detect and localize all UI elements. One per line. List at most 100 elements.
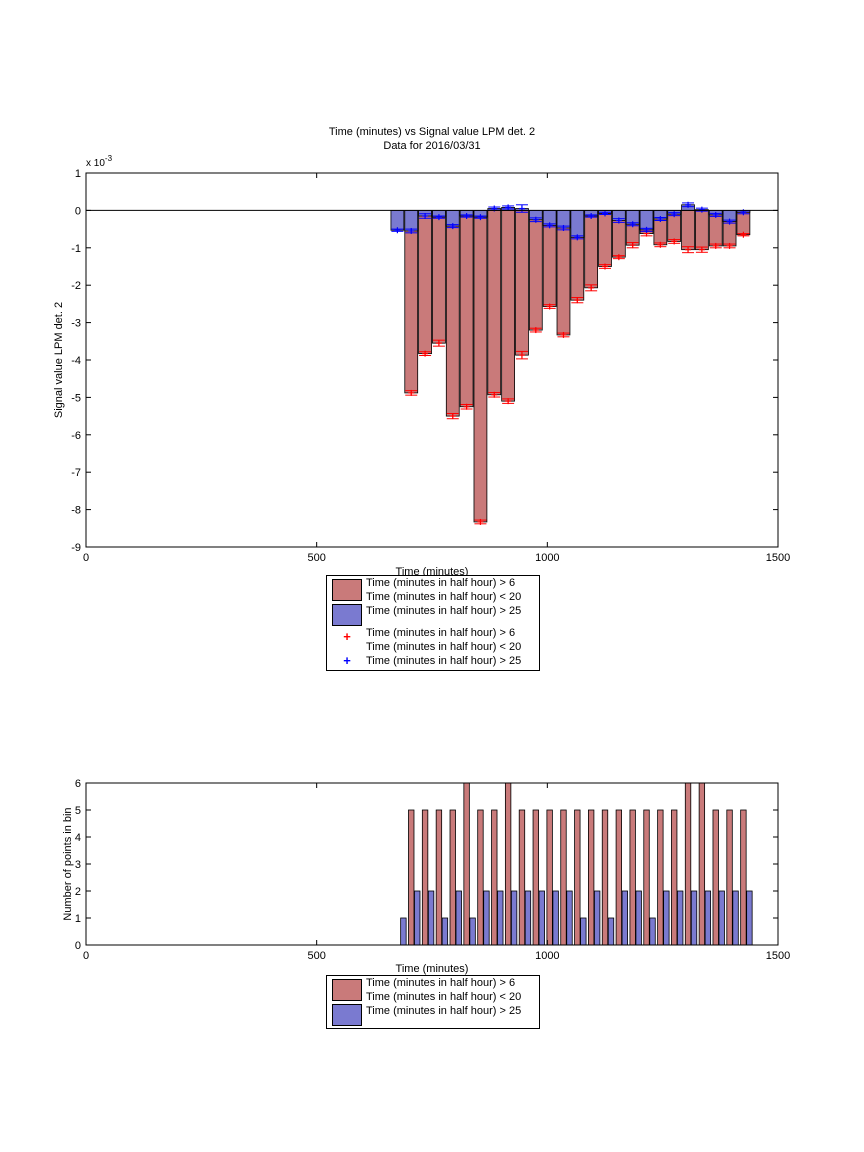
count-bar-red [588,809,595,946]
data-point-marker [408,227,415,234]
data-point-marker [629,242,636,249]
legend-item-red-bar: Time (minutes in half hour) > 6 Time (mi… [327,576,539,604]
data-point-marker [671,238,678,245]
data-point-marker [505,204,512,211]
y-tick-label: 6 [75,778,81,790]
data-point-marker [532,216,539,223]
data-point-marker [463,403,470,410]
bar-red [445,209,460,417]
count-bar-red [421,809,429,946]
count-bar-blue [746,890,753,946]
bar-red [681,209,695,251]
data-point-marker [685,201,692,208]
x-tick-label: 1500 [766,950,790,962]
data-point-marker [435,214,442,221]
data-point-marker [740,231,747,238]
legend-label: Time (minutes in half hour) > 6 [366,627,516,639]
count-bar-blue [649,917,656,946]
data-point-marker [615,217,622,224]
y-tick-label: -1 [71,243,81,255]
count-bar-blue [469,917,476,946]
count-bar-blue [552,890,559,946]
y-tick-label: -8 [71,505,81,517]
chart1-title: Time (minutes) vs Signal value LPM det. … [329,126,535,138]
y-tick-label: -6 [71,430,81,442]
count-bar-red [712,809,719,946]
chart1-legend: Time (minutes in half hour) > 6 Time (mi… [326,575,540,671]
data-point-marker [685,246,692,253]
data-point-marker [463,213,470,220]
y-tick-label: -9 [71,542,81,554]
bar-blue [570,209,585,238]
bar-red [695,209,709,251]
chart1-exponent-label: x 10-3 [86,154,113,169]
x-tick-label: 500 [307,552,325,564]
count-bar-blue [538,890,545,946]
y-tick-label: -2 [71,280,81,292]
count-bar-red [560,809,567,946]
bar-red [473,209,488,523]
count-bar-red [449,809,456,946]
data-point-marker [491,391,498,398]
chart1-bars [390,204,751,523]
count-bar-red [740,809,747,946]
count-bar-red [532,809,539,946]
data-point-marker [588,213,595,220]
bar-red [501,209,515,402]
count-bar-blue [524,890,532,946]
count-bar-blue [580,917,587,946]
y-tick-label: 2 [75,886,81,898]
data-point-marker [505,398,512,405]
bar-red [432,209,446,344]
count-bar-blue [441,917,449,946]
data-point-marker [532,327,539,334]
data-point-marker [615,254,622,261]
count-bar-blue [594,890,601,946]
count-bar-red [477,809,484,946]
data-point-marker [546,222,553,229]
bar-red [515,209,529,356]
bar-red [528,209,543,331]
data-point-marker [560,331,567,338]
count-bar-red [408,809,415,946]
chart2-bars [400,782,753,946]
legend-item-red-mark: + Time (minutes in half hour) > 6 Time (… [327,626,539,654]
chart2-legend: Time (minutes in half hour) > 6 Time (mi… [326,975,540,1029]
legend-label: Time (minutes in half hour) < 20 [366,641,522,653]
data-point-marker [602,263,608,270]
data-point-marker [518,352,525,359]
y-tick-label: -7 [71,467,81,479]
count-bar-blue [677,890,684,946]
count-bar-red [574,809,581,946]
count-bar-red [698,782,706,946]
count-bar-red [491,809,498,946]
count-bar-blue [427,890,435,946]
count-bar-blue [400,917,407,946]
data-point-marker [477,518,484,525]
legend-label: Time (minutes in half hour) < 20 [366,591,522,603]
data-point-marker [408,389,415,396]
bar-blue [404,209,419,232]
data-point-marker [712,242,719,249]
data-point-marker [435,340,442,347]
data-point-marker [394,227,401,234]
legend-label: Time (minutes in half hour) < 20 [366,991,522,1003]
legend-swatch-blue [332,604,362,626]
legend-item-blue-bar: Time (minutes in half hour) > 25 [327,604,539,626]
count-bar-blue [718,890,725,946]
count-bar-blue [621,890,628,946]
legend-item-red-bar: Time (minutes in half hour) > 6 Time (mi… [327,976,539,1004]
legend-label: Time (minutes in half hour) > 6 [366,577,516,589]
data-point-marker [449,413,456,420]
legend-plus-icon-red: + [343,629,351,644]
y-tick-label: -4 [71,355,81,367]
chart1-y-label: Signal value LPM det. 2 [53,302,65,418]
y-tick-label: 0 [75,205,81,217]
count-bar-red [657,809,664,946]
chart2-ticks: 0 500 1000 1500 6 5 4 3 2 1 0 [75,778,790,962]
x-tick-label: 1500 [766,552,790,564]
x-tick-label: 500 [307,950,325,962]
legend-label: Time (minutes in half hour) > 25 [366,605,522,617]
count-bar-red [546,809,553,946]
legend-item-blue-bar: Time (minutes in half hour) > 25 [327,1004,539,1028]
